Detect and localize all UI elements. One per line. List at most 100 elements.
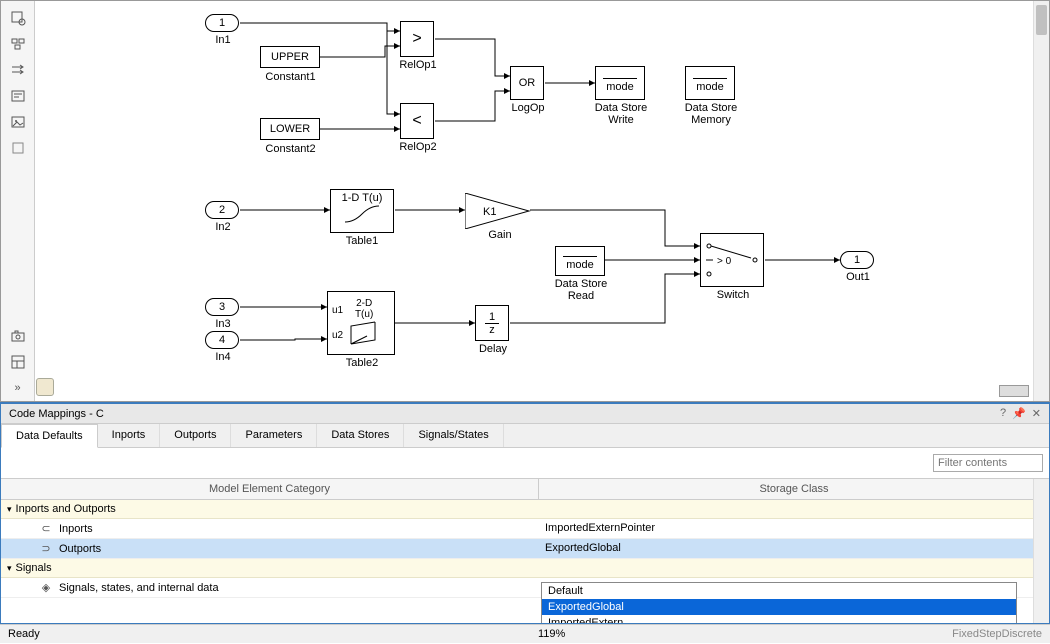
tab-signals-states[interactable]: Signals/States — [404, 424, 503, 447]
gain-value: K1 — [483, 206, 496, 218]
dropdown-option-importedextern[interactable]: ImportedExtern — [542, 615, 1016, 623]
inport-4-label: In4 — [203, 351, 243, 363]
table2-block[interactable]: u1u2 2-D T(u) — [327, 291, 395, 355]
logop-block[interactable]: OR — [510, 66, 544, 100]
switch-label: Switch — [711, 289, 755, 301]
close-icon[interactable]: ✕ — [1032, 407, 1041, 420]
image-icon[interactable] — [7, 111, 29, 133]
row-outports[interactable]: ⊃Outports ExportedGlobal▾ — [1, 539, 1049, 559]
dsmemory-block[interactable]: mode — [685, 66, 735, 100]
row-name: Signals, states, and internal data — [59, 582, 219, 594]
model-data-icon[interactable] — [36, 378, 54, 396]
inport-2[interactable]: 2 — [205, 201, 239, 219]
table1-label: Table1 — [337, 235, 387, 247]
inport-row-icon: ⊂ — [39, 522, 53, 535]
expand-icon[interactable]: » — [7, 377, 29, 399]
camera-icon[interactable] — [7, 325, 29, 347]
inport-4[interactable]: 4 — [205, 331, 239, 349]
dsmemory-tag: mode — [696, 81, 724, 93]
row-name: Inports — [59, 523, 93, 535]
dswrite-block[interactable]: mode — [595, 66, 645, 100]
port-num: 1 — [854, 254, 860, 266]
constant2-label: Constant2 — [253, 143, 328, 155]
tab-data-defaults[interactable]: Data Defaults — [1, 424, 98, 448]
relop1-label: RelOp1 — [393, 59, 443, 71]
col-header-category[interactable]: Model Element Category — [1, 479, 539, 499]
group-signals[interactable]: ▾Signals — [1, 559, 1049, 578]
svg-text:> 0: > 0 — [717, 256, 732, 267]
tab-data-stores[interactable]: Data Stores — [317, 424, 404, 447]
delay-num: 1 — [485, 311, 499, 324]
panel-tabs: Data Defaults Inports Outports Parameter… — [1, 424, 1049, 448]
dropdown-option-exportedglobal[interactable]: ExportedGlobal — [542, 599, 1016, 615]
constant1-label: Constant1 — [253, 71, 328, 83]
help-icon[interactable]: ? — [1000, 407, 1006, 420]
table1-block[interactable]: 1-D T(u) — [330, 189, 394, 233]
explorer-icon[interactable] — [7, 33, 29, 55]
canvas-scrollbar[interactable] — [1033, 1, 1049, 401]
port-num: 3 — [219, 301, 225, 313]
logop-label: LogOp — [503, 102, 553, 114]
pin-icon[interactable]: 📌 — [1012, 407, 1026, 420]
relop2-label: RelOp2 — [393, 141, 443, 153]
row-storage: ExportedGlobal — [545, 542, 621, 554]
outport-1-label: Out1 — [838, 271, 878, 283]
outport-1[interactable]: 1 — [840, 251, 874, 269]
constant2-block[interactable]: LOWER — [260, 118, 320, 140]
box-icon[interactable] — [7, 137, 29, 159]
panel-icon[interactable] — [7, 351, 29, 373]
signal-wires — [35, 1, 1035, 401]
dsread-block[interactable]: mode — [555, 246, 605, 276]
left-toolbar: » — [1, 1, 35, 401]
tab-inports[interactable]: Inports — [98, 424, 161, 447]
storage-class-dropdown[interactable]: Default ExportedGlobal ImportedExtern Im… — [541, 582, 1017, 623]
relop2-block[interactable]: < — [400, 103, 434, 139]
group-inports-outports[interactable]: ▾Inports and Outports — [1, 500, 1049, 519]
dropdown-option-default[interactable]: Default — [542, 583, 1016, 599]
status-bar: Ready 119% FixedStepDiscrete — [0, 624, 1050, 643]
port-num: 4 — [219, 334, 225, 346]
tab-outports[interactable]: Outports — [160, 424, 231, 447]
inport-1[interactable]: 1 — [205, 14, 239, 32]
row-inports[interactable]: ⊂ Inports ImportedExternPointer — [1, 519, 1049, 539]
group-label: Inports and Outports — [16, 503, 116, 515]
constant1-block[interactable]: UPPER — [260, 46, 320, 68]
relop1-block[interactable]: > — [400, 21, 434, 57]
switch-block[interactable]: > 0 — [700, 233, 764, 287]
annotation-icon[interactable] — [7, 85, 29, 107]
canvas[interactable]: 1 In1 UPPER Constant1 LOWER Constant2 > … — [35, 1, 1049, 401]
group-label: Signals — [16, 562, 52, 574]
inport-3[interactable]: 3 — [205, 298, 239, 316]
inport-2-label: In2 — [203, 221, 243, 233]
inport-1-label: In1 — [203, 34, 243, 46]
port-num: 2 — [219, 204, 225, 216]
row-name: Outports — [59, 543, 101, 555]
status-solver: FixedStepDiscrete — [952, 628, 1042, 640]
delay-den: z — [489, 324, 495, 336]
grid-header: Model Element Category Storage Class — [1, 479, 1049, 500]
gain-label: Gain — [480, 229, 520, 241]
delay-block[interactable]: 1 z — [475, 305, 509, 341]
minimap[interactable] — [999, 385, 1029, 397]
table1-tag: 1-D T(u) — [342, 192, 383, 204]
col-header-storage[interactable]: Storage Class — [539, 479, 1049, 499]
tab-parameters[interactable]: Parameters — [231, 424, 317, 447]
delay-label: Delay — [473, 343, 513, 355]
filter-bar — [1, 448, 1049, 478]
outport-row-icon: ⊃ — [39, 542, 53, 555]
dsread-label: Data Store Read — [545, 278, 617, 302]
relop2-op: < — [412, 112, 421, 130]
table2-u1: u1 — [332, 305, 343, 316]
constant1-value: UPPER — [271, 51, 309, 63]
grid-scrollbar[interactable] — [1033, 479, 1049, 623]
status-ready: Ready — [8, 628, 538, 640]
zoom-fit-icon[interactable] — [7, 7, 29, 29]
filter-input[interactable] — [933, 454, 1043, 472]
status-zoom: 119% — [538, 628, 952, 640]
table2-tag: 2-D T(u) — [349, 298, 379, 320]
logop-op: OR — [519, 77, 536, 89]
table2-label: Table2 — [337, 357, 387, 369]
row-storage: ImportedExternPointer — [545, 522, 655, 534]
arrows-icon[interactable] — [7, 59, 29, 81]
gain-block[interactable]: K1 — [465, 193, 531, 232]
